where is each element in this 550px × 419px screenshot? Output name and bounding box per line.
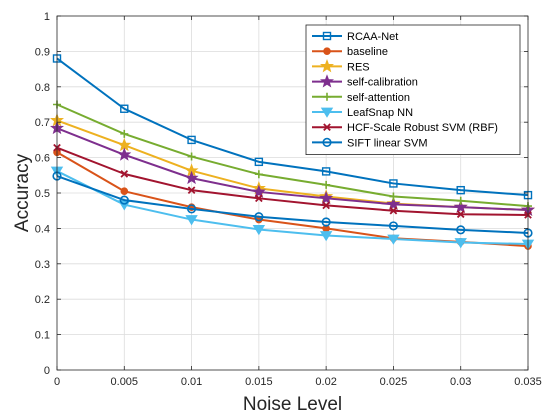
data-point xyxy=(453,199,468,214)
legend-item: HCF-Scale Robust SVM (RBF) xyxy=(312,122,498,134)
data-point xyxy=(389,179,398,188)
legend-marker xyxy=(320,107,334,118)
legend-marker xyxy=(322,137,332,147)
data-point xyxy=(117,147,132,161)
series-line xyxy=(56,175,529,234)
data-point xyxy=(321,167,331,176)
x-tick-label: 0.005 xyxy=(111,376,139,388)
y-tick-label: 0.9 xyxy=(35,46,50,58)
data-point xyxy=(251,184,266,198)
legend-label: baseline xyxy=(347,46,388,58)
data-point xyxy=(254,170,263,179)
y-tick-label: 0.8 xyxy=(35,82,50,94)
x-tick-label: 0.01 xyxy=(181,376,202,388)
x-tick-label: 0.035 xyxy=(514,376,542,388)
data-point xyxy=(254,212,264,222)
data-point xyxy=(186,204,197,214)
data-point xyxy=(184,170,199,185)
series-line xyxy=(56,57,529,197)
legend-item: self-calibration xyxy=(312,74,418,89)
data-point xyxy=(319,190,334,205)
data-point xyxy=(319,231,333,242)
data-point xyxy=(119,195,129,205)
data-point xyxy=(187,152,196,161)
data-point xyxy=(456,225,466,235)
x-tick-label: 0.03 xyxy=(450,376,471,388)
x-tick-label: 0.015 xyxy=(245,376,273,388)
tick-labels: 0 0.005 0.01 0.015 0.02 0.025 0.03 0.035 0 0.1 0.2… xyxy=(35,11,542,388)
axis-ticks xyxy=(56,15,529,371)
y-tick-label: 0 xyxy=(44,365,50,377)
y-tick-label: 0.6 xyxy=(35,153,50,165)
legend-label: self-attention xyxy=(347,92,410,104)
x-tick-label: 0.02 xyxy=(315,376,336,388)
legend-label: RES xyxy=(347,61,370,73)
y-tick-label: 0.2 xyxy=(35,294,50,306)
data-point xyxy=(387,234,400,245)
data-point xyxy=(456,210,465,219)
legend-label: RCAA-Net xyxy=(347,31,398,43)
legend-item: SIFT linear SVM xyxy=(312,137,428,149)
legend-item: RCAA-Net xyxy=(312,31,398,43)
legend-label: self-calibration xyxy=(347,77,418,89)
legend-marker xyxy=(320,74,334,88)
y-tick-label: 0.5 xyxy=(35,188,50,200)
data-point xyxy=(322,180,331,189)
x-tick-label: 0 xyxy=(54,376,60,388)
legend-marker xyxy=(320,59,334,73)
legend-marker xyxy=(322,31,332,41)
y-tick-label: 0.1 xyxy=(35,330,50,342)
data-point xyxy=(254,157,264,167)
y-tick-label: 1 xyxy=(44,11,50,23)
data-point xyxy=(185,215,198,226)
data-point xyxy=(252,225,266,236)
x-tick-label: 0.025 xyxy=(380,376,408,388)
data-point xyxy=(388,221,399,231)
series-line xyxy=(56,127,529,211)
data-point xyxy=(322,201,330,210)
legend-item: RES xyxy=(312,59,370,73)
data-point xyxy=(120,129,129,138)
y-tick-label: 0.7 xyxy=(35,117,50,129)
data-point xyxy=(386,196,401,211)
data-point xyxy=(321,217,331,227)
data-point xyxy=(456,185,465,195)
data-point xyxy=(389,192,398,201)
legend-label: SIFT linear SVM xyxy=(347,137,428,149)
y-axis-label: Accuracy xyxy=(12,153,33,232)
legend-item: baseline xyxy=(312,46,388,58)
x-axis-label: Noise Level xyxy=(243,394,342,415)
legend-box xyxy=(305,24,521,156)
data-point xyxy=(389,206,398,215)
legend-label: LeafSnap NN xyxy=(347,107,413,119)
data-point xyxy=(120,187,129,196)
series-line xyxy=(56,170,529,245)
legend-item: self-attention xyxy=(312,92,410,104)
y-tick-label: 0.3 xyxy=(35,259,50,271)
series-line xyxy=(56,146,529,216)
legend-marker xyxy=(323,123,331,132)
data-point xyxy=(120,104,129,113)
legend: RCAA-Net baseline RES self-calibration self-… xyxy=(305,24,521,156)
data-point xyxy=(120,170,129,178)
data-point xyxy=(187,135,196,145)
y-tick-label: 0.4 xyxy=(35,223,50,235)
data-point xyxy=(454,238,467,249)
legend-item: LeafSnap NN xyxy=(312,107,413,119)
data-point xyxy=(456,196,465,205)
legend-marker xyxy=(323,47,331,56)
legend-label: HCF-Scale Robust SVM (RBF) xyxy=(347,122,498,134)
data-point xyxy=(255,194,263,203)
data-point xyxy=(187,186,196,195)
legend-marker xyxy=(323,92,331,101)
series-line xyxy=(56,103,529,208)
